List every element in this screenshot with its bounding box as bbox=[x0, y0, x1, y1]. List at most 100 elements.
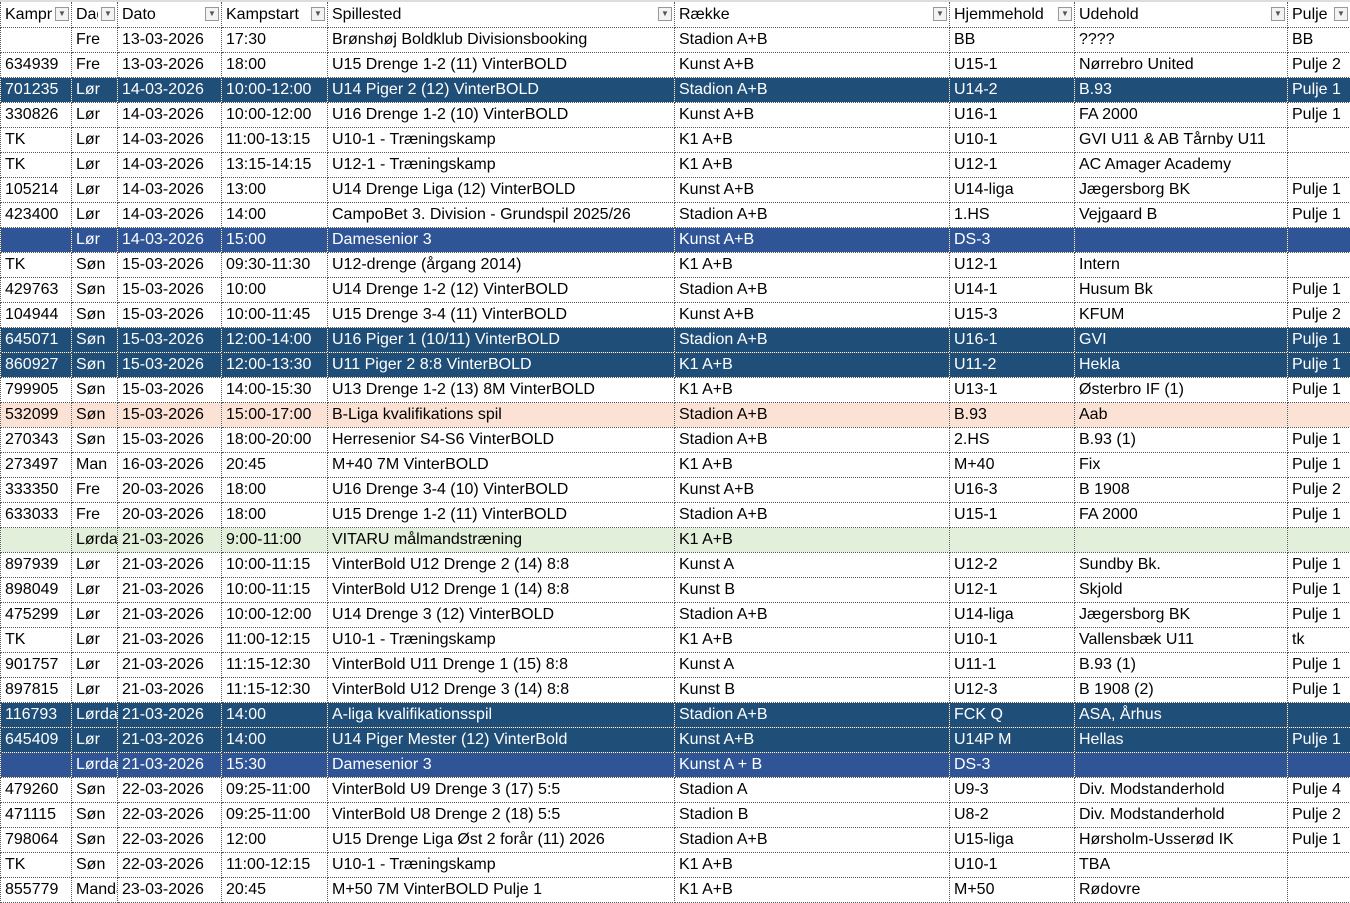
cell-venue[interactable]: U15 Drenge Liga Øst 2 forår (11) 2026 bbox=[328, 828, 675, 853]
cell-date[interactable]: 21-03-2026 bbox=[118, 553, 222, 578]
cell-venue[interactable]: U15 Drenge 3-4 (11) VinterBOLD bbox=[328, 303, 675, 328]
cell-day[interactable]: Fre bbox=[72, 503, 118, 528]
cell-match-number[interactable]: 799905 bbox=[1, 378, 72, 403]
cell-venue[interactable]: U10-1 - Træningskamp bbox=[328, 628, 675, 653]
cell-kickoff[interactable]: 14:00-15:30 bbox=[222, 378, 328, 403]
cell-field[interactable]: Stadion A+B bbox=[675, 703, 950, 728]
cell-date[interactable]: 20-03-2026 bbox=[118, 503, 222, 528]
cell-away-team[interactable]: Aab bbox=[1075, 403, 1288, 428]
cell-away-team[interactable]: B 1908 (2) bbox=[1075, 678, 1288, 703]
cell-match-number[interactable]: 273497 bbox=[1, 453, 72, 478]
column-header-pool[interactable]: Pulje▼ bbox=[1288, 1, 1350, 28]
filter-dropdown-icon[interactable]: ▼ bbox=[55, 7, 69, 21]
cell-kickoff[interactable]: 11:15-12:30 bbox=[222, 653, 328, 678]
cell-day[interactable]: Lør bbox=[72, 603, 118, 628]
cell-date[interactable]: 21-03-2026 bbox=[118, 603, 222, 628]
cell-day[interactable]: Lørdag bbox=[72, 528, 118, 553]
cell-date[interactable]: 15-03-2026 bbox=[118, 353, 222, 378]
cell-kickoff[interactable]: 13:00 bbox=[222, 178, 328, 203]
cell-day[interactable]: Lør bbox=[72, 103, 118, 128]
cell-day[interactable]: Søn bbox=[72, 403, 118, 428]
cell-home-team[interactable]: U15-1 bbox=[950, 53, 1075, 78]
cell-away-team[interactable]: Div. Modstanderhold bbox=[1075, 778, 1288, 803]
cell-away-team[interactable]: Hekla bbox=[1075, 353, 1288, 378]
cell-date[interactable]: 14-03-2026 bbox=[118, 78, 222, 103]
cell-venue[interactable]: Damesenior 3 bbox=[328, 228, 675, 253]
cell-match-number[interactable]: 333350 bbox=[1, 478, 72, 503]
cell-field[interactable]: K1 A+B bbox=[675, 628, 950, 653]
cell-kickoff[interactable]: 10:00-11:15 bbox=[222, 553, 328, 578]
cell-match-number[interactable]: 475299 bbox=[1, 603, 72, 628]
cell-date[interactable]: 14-03-2026 bbox=[118, 128, 222, 153]
cell-day[interactable]: Lør bbox=[72, 153, 118, 178]
cell-home-team[interactable]: U15-3 bbox=[950, 303, 1075, 328]
cell-home-team[interactable]: U16-3 bbox=[950, 478, 1075, 503]
cell-pool[interactable] bbox=[1288, 403, 1350, 428]
filter-dropdown-icon[interactable]: ▼ bbox=[1334, 7, 1348, 21]
cell-kickoff[interactable]: 18:00 bbox=[222, 478, 328, 503]
cell-pool[interactable]: Pulje 1 bbox=[1288, 578, 1350, 603]
cell-home-team[interactable]: U10-1 bbox=[950, 628, 1075, 653]
cell-home-team[interactable]: U11-2 bbox=[950, 353, 1075, 378]
cell-date[interactable]: 15-03-2026 bbox=[118, 378, 222, 403]
filter-dropdown-icon[interactable]: ▼ bbox=[205, 7, 219, 21]
cell-kickoff[interactable]: 14:00 bbox=[222, 703, 328, 728]
cell-kickoff[interactable]: 13:15-14:15 bbox=[222, 153, 328, 178]
cell-date[interactable]: 15-03-2026 bbox=[118, 403, 222, 428]
cell-kickoff[interactable]: 12:00-13:30 bbox=[222, 353, 328, 378]
cell-pool[interactable]: tk bbox=[1288, 628, 1350, 653]
column-header-match-number[interactable]: Kampnr▼ bbox=[1, 1, 72, 28]
cell-away-team[interactable]: Rødovre bbox=[1075, 878, 1288, 903]
cell-date[interactable]: 21-03-2026 bbox=[118, 628, 222, 653]
cell-pool[interactable]: Pulje 1 bbox=[1288, 278, 1350, 303]
cell-date[interactable]: 15-03-2026 bbox=[118, 278, 222, 303]
cell-venue[interactable]: VinterBold U8 Drenge 2 (18) 5:5 bbox=[328, 803, 675, 828]
cell-field[interactable]: Stadion A bbox=[675, 778, 950, 803]
cell-field[interactable]: K1 A+B bbox=[675, 528, 950, 553]
cell-match-number[interactable]: TK bbox=[1, 128, 72, 153]
cell-match-number[interactable] bbox=[1, 753, 72, 778]
cell-pool[interactable]: Pulje 2 bbox=[1288, 303, 1350, 328]
cell-day[interactable]: Søn bbox=[72, 378, 118, 403]
cell-field[interactable]: Kunst B bbox=[675, 578, 950, 603]
cell-pool[interactable] bbox=[1288, 128, 1350, 153]
cell-away-team[interactable]: Div. Modstanderhold bbox=[1075, 803, 1288, 828]
cell-kickoff[interactable]: 14:00 bbox=[222, 728, 328, 753]
cell-kickoff[interactable]: 11:00-13:15 bbox=[222, 128, 328, 153]
cell-kickoff[interactable]: 09:25-11:00 bbox=[222, 778, 328, 803]
cell-date[interactable]: 15-03-2026 bbox=[118, 303, 222, 328]
cell-match-number[interactable]: 701235 bbox=[1, 78, 72, 103]
cell-home-team[interactable]: M+40 bbox=[950, 453, 1075, 478]
cell-match-number[interactable]: TK bbox=[1, 253, 72, 278]
cell-day[interactable]: Fre bbox=[72, 28, 118, 53]
cell-kickoff[interactable]: 15:00-17:00 bbox=[222, 403, 328, 428]
cell-date[interactable]: 14-03-2026 bbox=[118, 103, 222, 128]
cell-venue[interactable]: B-Liga kvalifikations spil bbox=[328, 403, 675, 428]
filter-dropdown-icon[interactable]: ▼ bbox=[933, 7, 947, 21]
cell-home-team[interactable]: BB bbox=[950, 28, 1075, 53]
cell-venue[interactable]: CampoBet 3. Division - Grundspil 2025/26 bbox=[328, 203, 675, 228]
cell-home-team[interactable]: U14-2 bbox=[950, 78, 1075, 103]
cell-day[interactable]: Søn bbox=[72, 853, 118, 878]
cell-away-team[interactable]: Vejgaard B bbox=[1075, 203, 1288, 228]
cell-away-team[interactable]: AC Amager Academy bbox=[1075, 153, 1288, 178]
cell-date[interactable]: 21-03-2026 bbox=[118, 728, 222, 753]
cell-home-team[interactable]: U14-liga bbox=[950, 178, 1075, 203]
cell-field[interactable]: Kunst A+B bbox=[675, 728, 950, 753]
cell-pool[interactable] bbox=[1288, 228, 1350, 253]
cell-away-team[interactable]: B.93 (1) bbox=[1075, 428, 1288, 453]
cell-field[interactable]: Stadion A+B bbox=[675, 828, 950, 853]
cell-match-number[interactable] bbox=[1, 528, 72, 553]
cell-field[interactable]: K1 A+B bbox=[675, 878, 950, 903]
cell-day[interactable]: Søn bbox=[72, 803, 118, 828]
cell-day[interactable]: Man bbox=[72, 453, 118, 478]
cell-day[interactable]: Søn bbox=[72, 828, 118, 853]
cell-day[interactable]: Lør bbox=[72, 653, 118, 678]
cell-away-team[interactable]: FA 2000 bbox=[1075, 503, 1288, 528]
cell-field[interactable]: Kunst A+B bbox=[675, 53, 950, 78]
cell-date[interactable]: 15-03-2026 bbox=[118, 428, 222, 453]
cell-venue[interactable]: VinterBold U11 Drenge 1 (15) 8:8 bbox=[328, 653, 675, 678]
cell-match-number[interactable]: 798064 bbox=[1, 828, 72, 853]
filter-dropdown-icon[interactable]: ▼ bbox=[658, 7, 672, 21]
cell-field[interactable]: Kunst A+B bbox=[675, 178, 950, 203]
